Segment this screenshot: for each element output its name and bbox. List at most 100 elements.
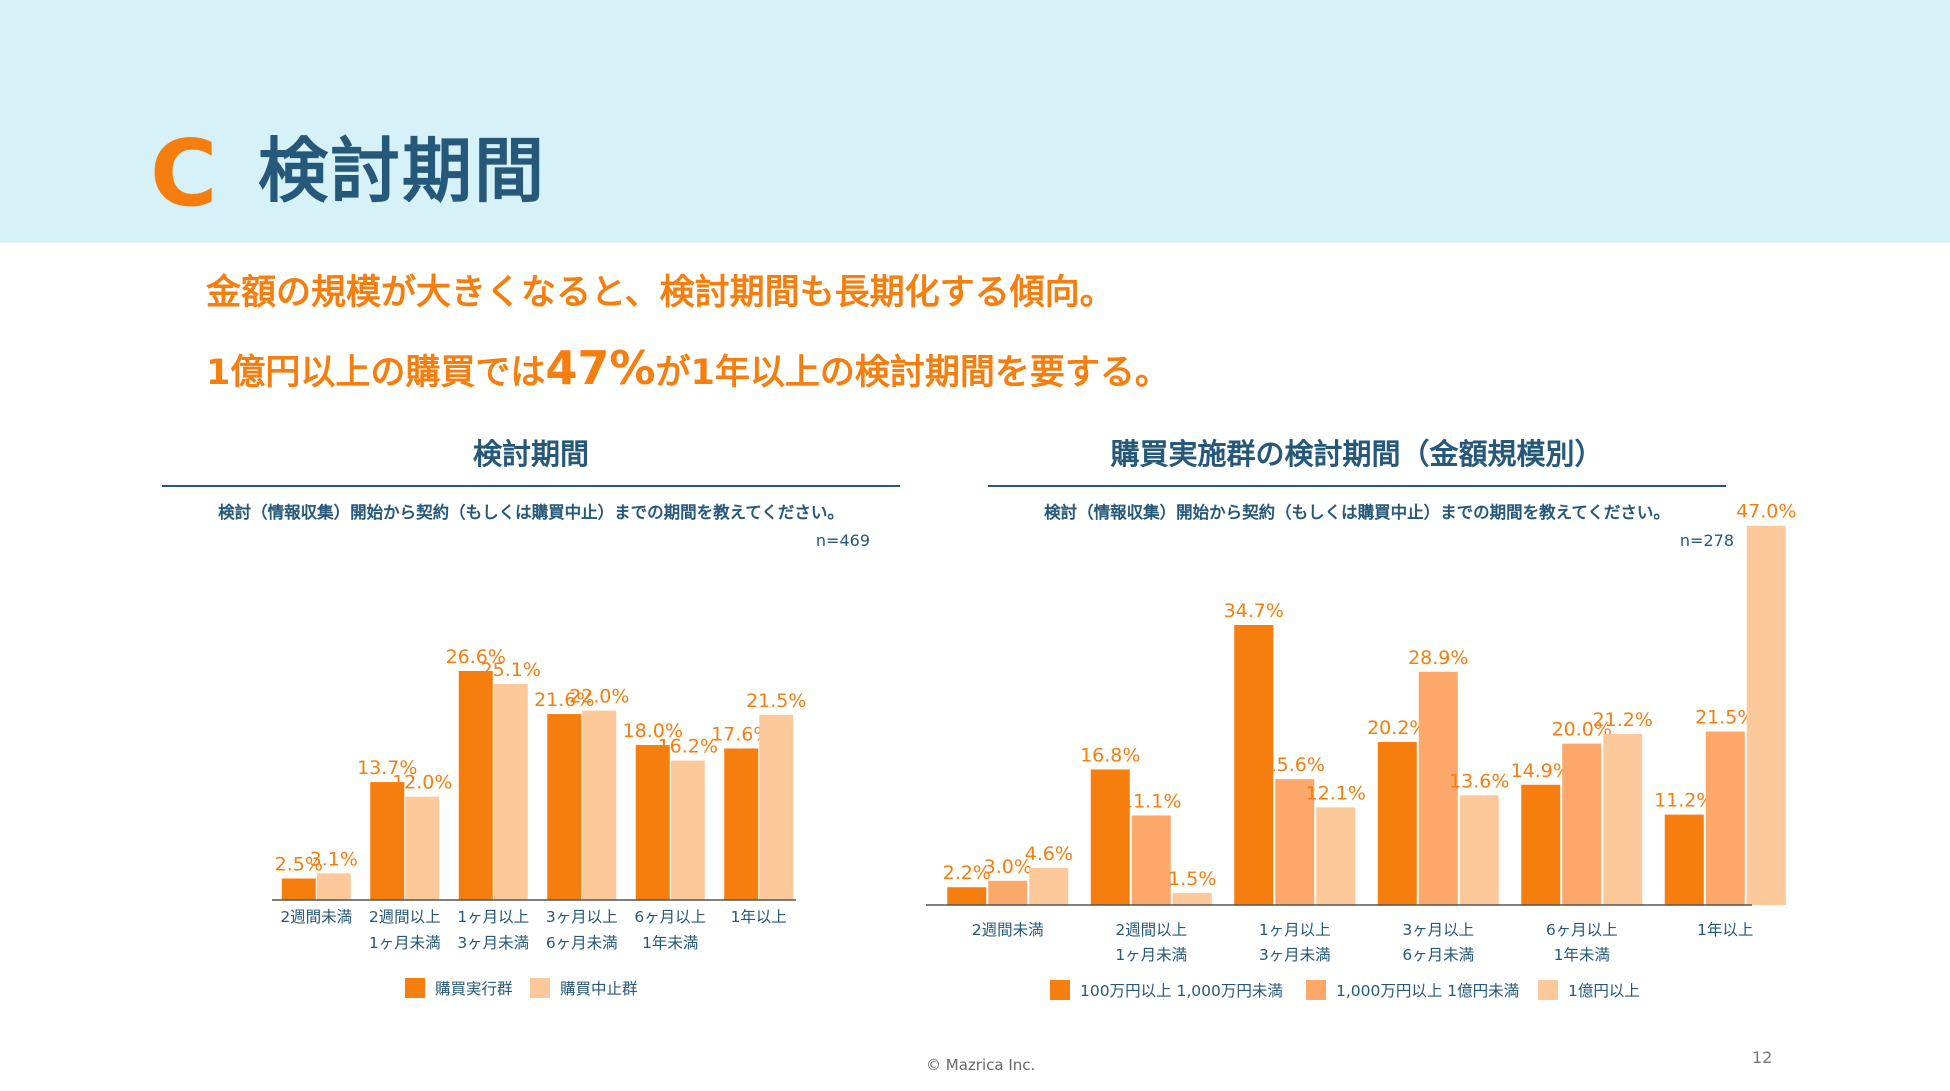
chart1-bar-5-1 [759,714,794,900]
chart2-bar-5-0 [1664,814,1704,905]
chart1-tick-label-1-0: 2週間以上 [369,908,441,926]
chart2-data-label-1-1: 11.1% [1121,790,1181,812]
chart2-bar-1-2 [1172,892,1212,905]
chart2-data-label-1-0: 16.8% [1080,744,1140,766]
chart2-bar-1-0 [1090,769,1130,905]
chart2-tick-label-3-0: 3ヶ月以上 [1402,921,1474,939]
chart2-bar-5-1 [1705,731,1745,905]
chart2-legend-swatch-1 [1306,980,1326,1000]
chart2-data-label-3-0: 20.2% [1367,717,1427,739]
chart1-data-label-3-1: 22.0% [569,686,629,708]
chart1-tick-label-3-0: 3ヶ月以上 [546,908,618,926]
chart2-bar-0-0 [947,887,987,905]
chart2-bar-4-2 [1603,733,1643,905]
chart2-bar-4-0 [1521,784,1561,905]
chart2-bar-3-2 [1459,795,1499,905]
chart2-data-label-2-2: 12.1% [1306,782,1366,804]
chart1-data-label-0-1: 3.1% [310,848,358,870]
chart2-data-label-0-0: 2.2% [943,862,991,884]
headline-highlight: 47% [545,341,656,395]
chart1-legend-label-1: 購買中止群 [560,980,638,998]
headline-line-1: 金額の規模が大きくなると、検討期間も長期化する傾向。 [206,273,1115,313]
chart2-legend-swatch-2 [1538,980,1558,1000]
chart2-data-label-2-0: 34.7% [1224,600,1284,622]
chart2-bar-0-2 [1029,867,1069,905]
chart1-tick-label-2-0: 1ヶ月以上 [457,908,529,926]
chart1-divider [162,485,900,487]
chart1-data-label-2-1: 25.1% [481,659,541,681]
chart1-bar-2-0 [458,671,493,900]
chart2-data-label-3-1: 28.9% [1408,647,1468,669]
chart1-data-label-5-0: 17.6% [711,723,771,745]
section-letter: C [150,120,218,227]
chart2-tick-label-4-1: 1年未満 [1554,946,1610,964]
chart1-data-label-1-1: 12.0% [392,772,452,794]
chart1-legend-swatch-0 [405,978,425,998]
chart2-legend-swatch-0 [1050,980,1070,1000]
chart1-bar-0-1 [316,873,351,900]
chart2-data-label-5-0: 11.2% [1654,790,1714,812]
chart2-tick-label-3-1: 6ヶ月未満 [1402,946,1474,964]
chart1-legend-swatch-1 [530,978,550,998]
headline-line-2: 1億円以上の購買では47%が1年以上の検討期間を要する。 [206,345,1170,391]
chart1-tick-label-5-0: 1年以上 [731,908,787,926]
chart2-tick-label-2-0: 1ヶ月以上 [1259,921,1331,939]
chart2-data-label-1-2: 1.5% [1168,868,1216,890]
headline-prefix: 1億円以上の購買では [206,353,546,393]
chart2-tick-label-1-1: 1ヶ月未満 [1115,946,1187,964]
chart1-data-label-0-0: 2.5% [275,853,323,875]
chart1-bar-1-1 [405,796,440,900]
chart1-bar-4-0 [635,745,670,900]
chart2-data-label-0-1: 3.0% [984,856,1032,878]
chart1-bar-0-0 [281,878,316,900]
chart2-data-label-0-2: 4.6% [1025,843,1073,865]
chart2-bar-2-0 [1234,625,1274,905]
chart1-data-label-3-0: 21.6% [534,689,594,711]
chart2-data-label-5-1: 21.5% [1695,707,1755,729]
chart2-data-label-2-1: 15.6% [1265,754,1325,776]
chart2-tick-label-5-0: 1年以上 [1697,921,1753,939]
chart1-bar-5-0 [724,748,759,900]
chart2-data-label-5-2: 47.0% [1736,501,1796,523]
headline-suffix: が1年以上の検討期間を要する。 [655,353,1170,393]
chart1-title: 検討期間 [472,437,589,471]
chart2-sample-size: n=278 [1679,531,1734,550]
chart1-tick-label-1-1: 1ヶ月未満 [369,934,441,952]
chart2-tick-label-2-1: 3ヶ月未満 [1259,946,1331,964]
chart2-data-label-4-0: 14.9% [1511,760,1571,782]
chart2-title: 購買実施群の検討期間（金額規模別） [1110,437,1604,471]
chart1-tick-label-4-1: 1年未満 [642,934,698,952]
chart2-legend-label-1: 1,000万円以上 1億円未満 [1336,982,1519,1000]
chart1-bar-2-1 [493,683,528,900]
chart2-tick-label-0-0: 2週間未満 [972,921,1044,939]
chart2-bar-2-2 [1316,807,1356,905]
chart1-sample-size: n=469 [815,531,870,550]
chart2-legend-label-2: 1億円以上 [1568,982,1640,1000]
chart2-data-label-4-2: 21.2% [1593,709,1653,731]
chart1-data-label-2-0: 26.6% [446,646,506,668]
chart2-bar-5-2 [1746,525,1786,905]
chart1-data-label-1-0: 13.7% [357,757,417,779]
chart1-tick-label-0-0: 2週間未満 [280,908,352,926]
chart1-bar-3-0 [547,714,582,900]
chart1-data-label-4-1: 16.2% [658,736,718,758]
chart2-question: 検討（情報収集）開始から契約（もしくは購買中止）までの期間を教えてください。 [1044,503,1670,522]
chart1-bar-3-1 [582,710,617,900]
chart2-data-label-4-1: 20.0% [1552,719,1612,741]
chart2-bar-4-1 [1562,743,1602,905]
chart2-data-label-3-2: 13.6% [1449,770,1509,792]
copyright: © Mazrica Inc. [926,1056,1036,1074]
page-title: 検討期間 [258,130,546,212]
chart2-bar-3-0 [1377,742,1417,905]
chart2-bar-0-1 [988,880,1028,905]
chart1-data-label-5-1: 21.5% [746,690,806,712]
chart1-data-label-4-0: 18.0% [623,720,683,742]
chart2-divider [988,485,1726,487]
chart1-bar-1-0 [370,782,405,900]
chart1-question: 検討（情報収集）開始から契約（もしくは購買中止）までの期間を教えてください。 [218,503,844,522]
chart2-bar-3-1 [1418,671,1458,905]
page-number: 12 [1752,1048,1773,1067]
header-band [0,0,1950,243]
chart2-tick-label-1-0: 2週間以上 [1115,921,1187,939]
